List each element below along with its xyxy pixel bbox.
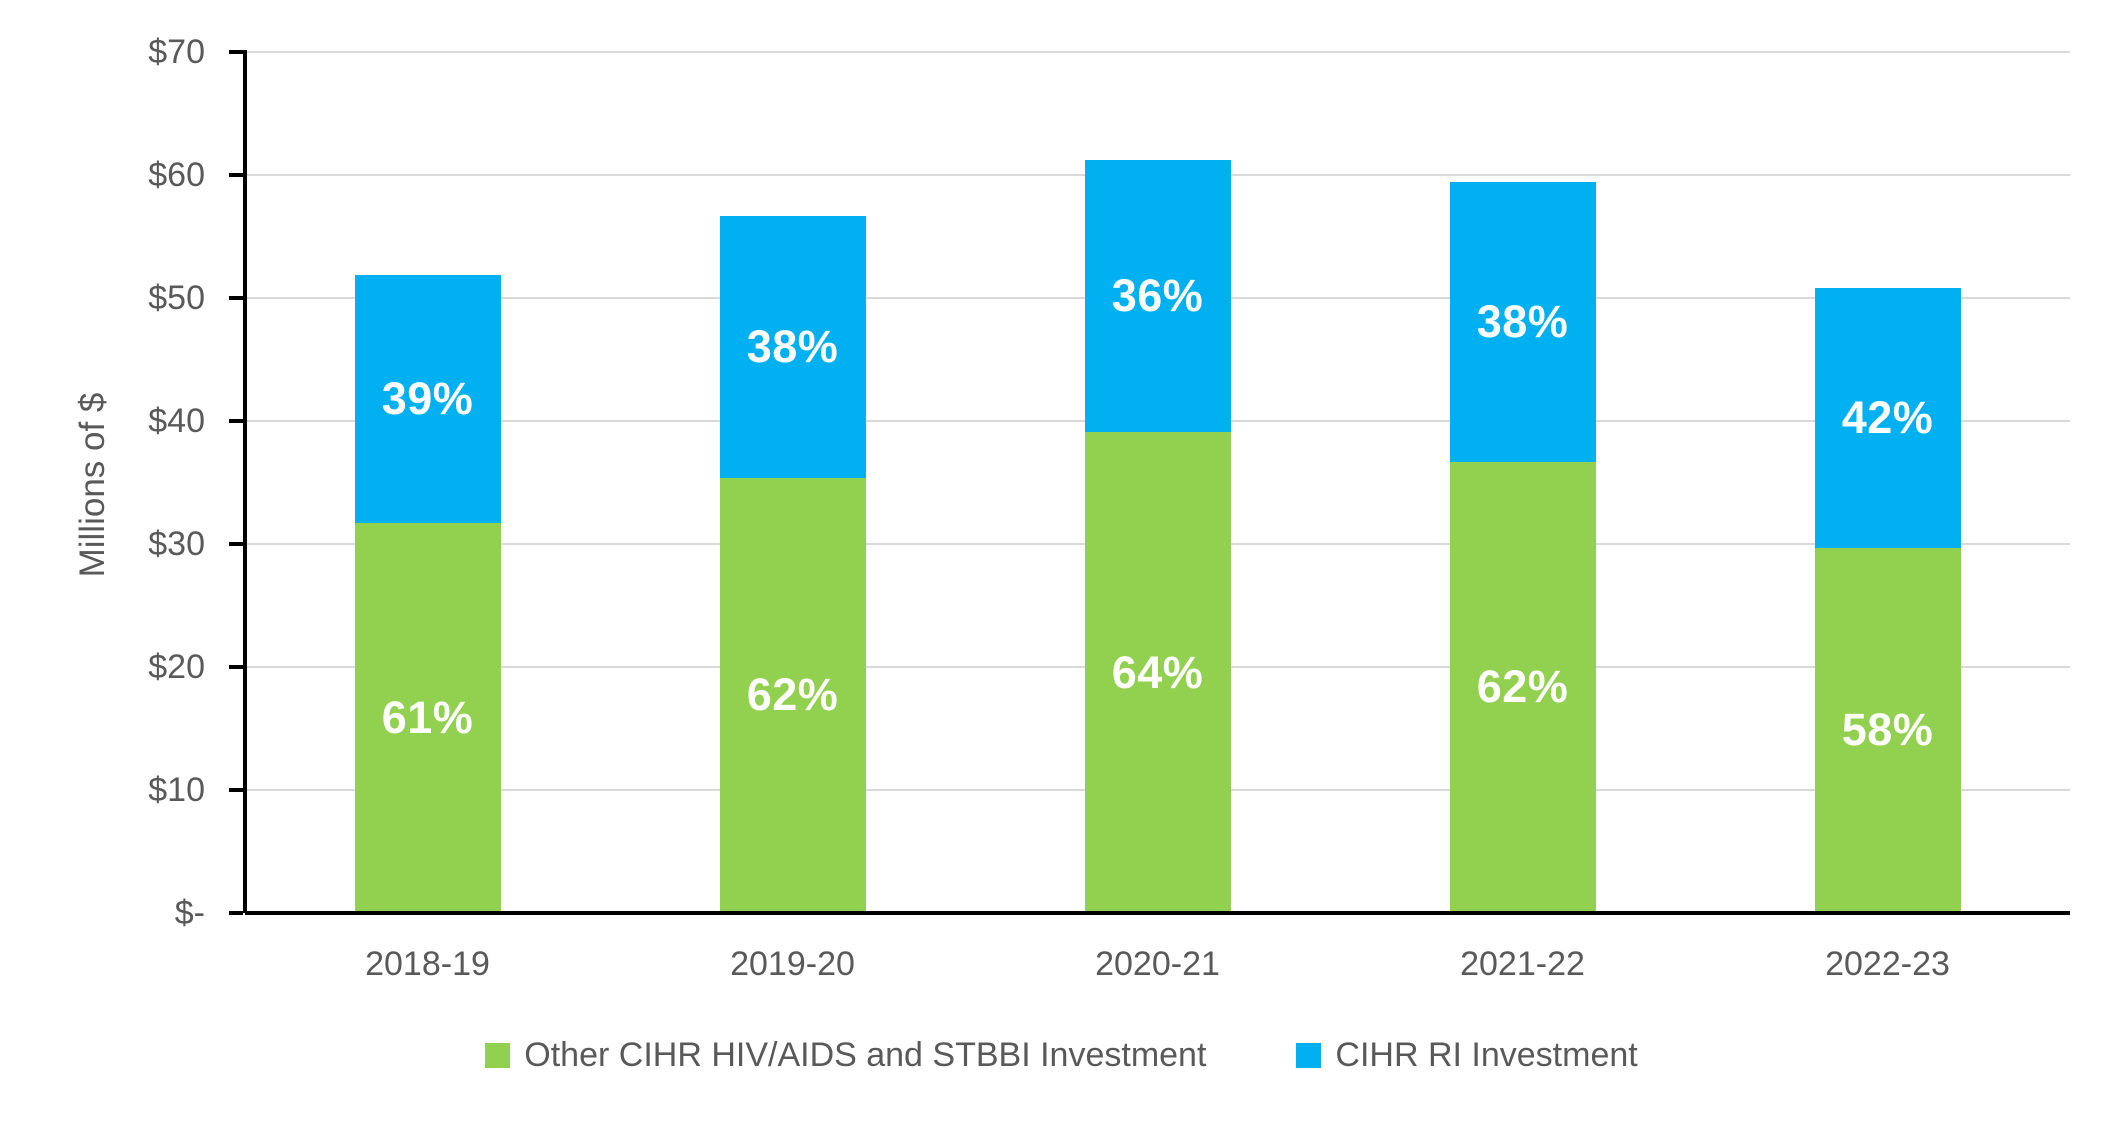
bar-data-label: 62% bbox=[1476, 661, 1569, 713]
bar-stack-2018-19: 39% 61% bbox=[354, 274, 501, 913]
y-axis-tick-40 bbox=[229, 419, 243, 423]
legend: Other CIHR HIV/AIDS and STBBI Investment… bbox=[0, 1036, 2123, 1075]
y-axis-tick-label: $40 bbox=[148, 402, 205, 440]
y-axis-tick-label: $- bbox=[174, 894, 205, 932]
bar-segment-other-investment: 61% bbox=[354, 523, 501, 913]
legend-item-other-investment: Other CIHR HIV/AIDS and STBBI Investment bbox=[485, 1036, 1206, 1075]
y-axis-tick-70 bbox=[229, 50, 243, 54]
x-axis-tick-label: 2018-19 bbox=[365, 945, 490, 983]
bar-data-label: 38% bbox=[746, 320, 839, 372]
bar-stack-2022-23: 42% 58% bbox=[1814, 288, 1961, 913]
bar-segment-other-investment: 64% bbox=[1084, 432, 1231, 913]
y-axis-tick-0 bbox=[229, 911, 243, 915]
bar-data-label: 38% bbox=[1476, 295, 1569, 347]
legend-swatch-icon bbox=[485, 1043, 511, 1068]
y-axis-tick-20 bbox=[229, 665, 243, 669]
x-axis-tick-label: 2019-20 bbox=[730, 945, 855, 983]
bar-segment-other-investment: 62% bbox=[719, 477, 866, 913]
x-axis-tick-label: 2020-21 bbox=[1095, 945, 1220, 983]
y-axis-tick-label: $10 bbox=[148, 771, 205, 809]
bar-segment-other-investment: 62% bbox=[1449, 461, 1596, 913]
x-axis-tick-label: 2021-22 bbox=[1460, 945, 1585, 983]
bar-stack-2021-22: 38% 62% bbox=[1449, 182, 1596, 913]
bar-stack-2020-21: 36% 64% bbox=[1084, 160, 1231, 913]
y-axis-tick-30 bbox=[229, 542, 243, 546]
y-axis-tick-50 bbox=[229, 296, 243, 300]
bar-segment-ri-investment: 38% bbox=[719, 215, 866, 478]
y-axis-tick-label: $20 bbox=[148, 648, 205, 686]
bar-data-label: 42% bbox=[1841, 391, 1934, 443]
bar-data-label: 36% bbox=[1111, 270, 1204, 322]
y-axis-tick-10 bbox=[229, 788, 243, 792]
bar-segment-ri-investment: 42% bbox=[1814, 288, 1961, 548]
bar-stack-2019-20: 38% 62% bbox=[719, 215, 866, 913]
legend-label: Other CIHR HIV/AIDS and STBBI Investment bbox=[524, 1036, 1207, 1074]
legend-item-ri-investment: CIHR RI Investment bbox=[1296, 1036, 1638, 1075]
bar-data-label: 58% bbox=[1841, 704, 1934, 756]
y-axis-line bbox=[243, 50, 247, 913]
legend-swatch-icon bbox=[1296, 1043, 1322, 1068]
y-axis-tick-label: $50 bbox=[148, 279, 205, 317]
plot-area: 39% 61% 38% 62% 36% 64% 38% 62% 42% 58% bbox=[245, 51, 2070, 913]
y-axis-tick-label: $30 bbox=[148, 525, 205, 563]
bar-data-label: 61% bbox=[381, 692, 474, 744]
y-axis-tick-label: $60 bbox=[148, 156, 205, 194]
y-axis-tick-label: $70 bbox=[148, 33, 205, 71]
bar-data-label: 39% bbox=[381, 372, 474, 424]
legend-label: CIHR RI Investment bbox=[1335, 1036, 1638, 1074]
gridline-70 bbox=[245, 51, 2070, 53]
bar-data-label: 64% bbox=[1111, 646, 1204, 698]
bar-data-label: 62% bbox=[746, 669, 839, 721]
bar-segment-other-investment: 58% bbox=[1814, 547, 1961, 913]
bar-segment-ri-investment: 39% bbox=[354, 274, 501, 524]
y-axis-tick-60 bbox=[229, 173, 243, 177]
bar-segment-ri-investment: 36% bbox=[1084, 160, 1231, 433]
x-axis-line bbox=[245, 911, 2070, 915]
x-axis-tick-label: 2022-23 bbox=[1825, 945, 1950, 983]
bar-segment-ri-investment: 38% bbox=[1449, 182, 1596, 462]
